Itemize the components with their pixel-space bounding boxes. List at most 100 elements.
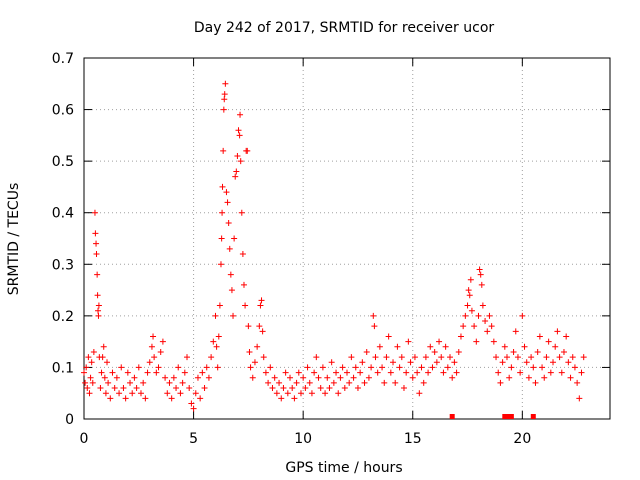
data-point	[467, 276, 474, 283]
data-point	[135, 364, 142, 371]
data-point	[371, 323, 378, 330]
data-point	[249, 374, 256, 381]
data-point	[390, 359, 397, 366]
data-point	[210, 338, 217, 345]
data-point	[102, 390, 109, 397]
data-point	[94, 271, 101, 278]
data-point	[560, 348, 567, 355]
data-point	[162, 374, 169, 381]
data-point	[127, 379, 134, 386]
data-points	[81, 80, 587, 412]
data-point	[370, 312, 377, 319]
data-point	[482, 318, 489, 325]
y-tick-label: 0.7	[52, 51, 74, 67]
data-point	[221, 96, 228, 103]
axis-ticks: 0 0.1 0.2 0.3 0.4 0.5 0.6 0.7 0 5 10 15 20	[52, 51, 610, 447]
data-point	[431, 348, 438, 355]
data-point	[177, 390, 184, 397]
data-point	[311, 369, 318, 376]
data-point	[113, 374, 120, 381]
data-point	[374, 369, 381, 376]
data-point	[109, 369, 116, 376]
data-point	[510, 348, 517, 355]
data-point	[120, 385, 127, 392]
data-point	[101, 374, 108, 381]
data-point	[300, 374, 307, 381]
data-point	[245, 323, 252, 330]
data-point	[567, 374, 574, 381]
data-point	[186, 385, 193, 392]
data-point	[201, 385, 208, 392]
data-point	[405, 338, 412, 345]
data-point	[429, 364, 436, 371]
data-point	[278, 395, 285, 402]
data-point	[324, 374, 331, 381]
data-point	[151, 354, 158, 361]
data-point	[231, 235, 238, 242]
data-point	[473, 338, 480, 345]
data-point	[237, 158, 244, 165]
data-point	[153, 369, 160, 376]
data-point	[490, 338, 497, 345]
data-point	[89, 379, 96, 386]
data-point	[569, 354, 576, 361]
data-point	[118, 364, 125, 371]
data-point	[237, 111, 244, 118]
plot-frame	[83, 57, 611, 420]
data-point	[124, 369, 131, 376]
data-point	[465, 287, 472, 294]
data-point	[476, 266, 483, 273]
data-point	[224, 199, 231, 206]
x-tick-label: 0	[80, 431, 89, 447]
data-point	[403, 369, 410, 376]
data-point	[276, 379, 283, 386]
data-point	[335, 390, 342, 397]
data-point	[543, 354, 550, 361]
data-point	[455, 348, 462, 355]
data-point	[164, 390, 171, 397]
data-point	[236, 132, 243, 139]
data-point	[394, 343, 401, 350]
data-point	[574, 379, 581, 386]
data-point	[506, 374, 513, 381]
grid	[84, 58, 610, 419]
data-point	[462, 312, 469, 319]
data-point	[339, 364, 346, 371]
data-point	[282, 369, 289, 376]
y-tick-label: 0.2	[52, 309, 74, 325]
data-point	[257, 302, 264, 309]
data-point	[392, 379, 399, 386]
data-point	[317, 385, 324, 392]
data-point	[220, 106, 227, 113]
data-point	[383, 354, 390, 361]
data-point	[444, 364, 451, 371]
data-point	[133, 385, 140, 392]
data-point	[166, 379, 173, 386]
data-point	[190, 405, 197, 412]
data-point	[220, 147, 227, 154]
data-point	[563, 333, 570, 340]
data-point	[203, 364, 210, 371]
data-point	[98, 369, 105, 376]
data-point	[197, 395, 204, 402]
data-point	[525, 374, 532, 381]
data-point	[315, 374, 322, 381]
data-point	[576, 395, 583, 402]
data-point	[499, 359, 506, 366]
data-point	[218, 235, 225, 242]
data-point	[438, 354, 445, 361]
data-point	[295, 369, 302, 376]
data-point	[269, 385, 276, 392]
data-point	[90, 348, 97, 355]
data-point	[267, 364, 274, 371]
chart-title: Day 242 of 2017, SRMTID for receiver uco…	[194, 20, 495, 36]
data-point	[280, 385, 287, 392]
data-point	[291, 395, 298, 402]
data-point	[556, 354, 563, 361]
data-point	[205, 374, 212, 381]
y-tick-label: 0.6	[52, 103, 74, 119]
data-point	[83, 364, 90, 371]
data-point	[508, 364, 515, 371]
data-point	[501, 343, 508, 350]
y-tick-label: 0	[65, 412, 74, 428]
